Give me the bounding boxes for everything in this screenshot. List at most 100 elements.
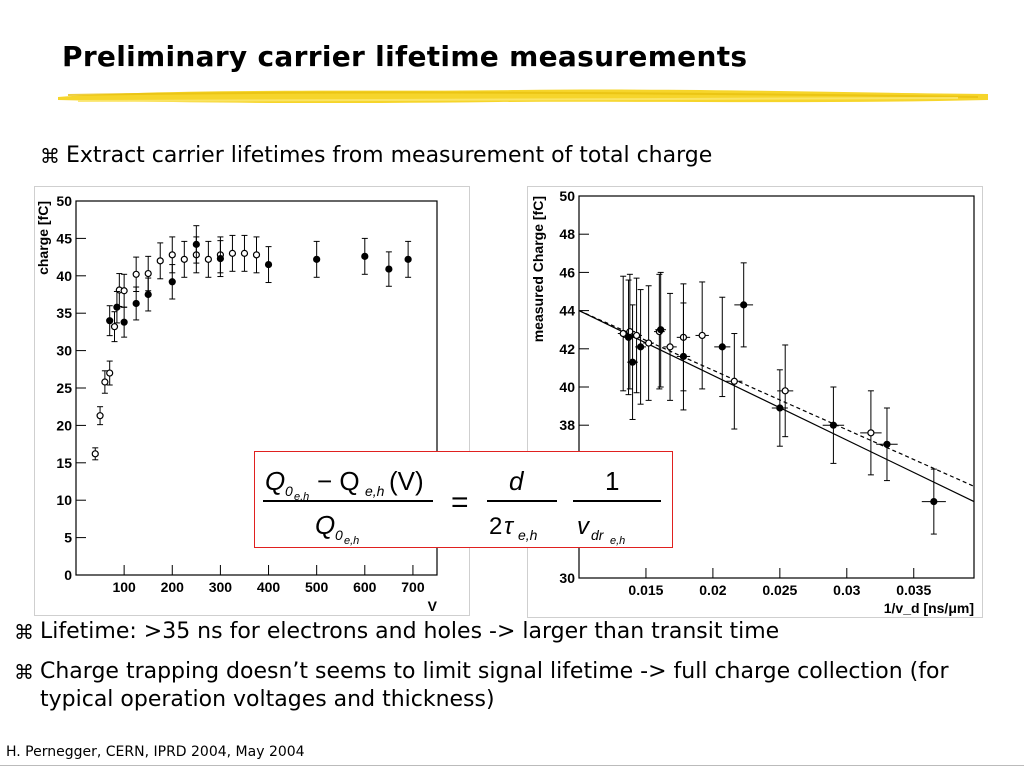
data-point-filled: [385, 265, 393, 273]
data-point-filled: [168, 278, 176, 286]
plot-canvas: [527, 186, 983, 618]
x-tick-label: 600: [353, 579, 377, 595]
y-tick-label: 20: [56, 417, 72, 433]
x-tick-label: 300: [209, 579, 233, 595]
data-point-filled: [361, 252, 369, 260]
bullet-text: Lifetime: >35 ns for electrons and holes…: [40, 619, 780, 644]
data-point-filled: [718, 343, 726, 351]
data-point-filled: [144, 290, 152, 299]
data-point-filled: [404, 255, 412, 263]
fit-line-dashed: [578, 310, 975, 487]
data-point-open: [106, 369, 114, 377]
bullet-trapping: ⌘ Charge trapping doesn’t seems to limit…: [14, 658, 974, 714]
data-point-open: [156, 257, 164, 265]
y-tick-label: 44: [559, 303, 575, 319]
svg-text:e,h: e,h: [365, 483, 385, 499]
x-tick-label: 400: [257, 579, 281, 595]
y-tick-label: 48: [559, 226, 575, 242]
data-point-filled: [313, 255, 321, 263]
slide-title: Preliminary carrier lifetime measurement…: [62, 40, 748, 73]
plot-canvas: [34, 186, 470, 616]
data-point-open: [867, 429, 875, 437]
x-tick-label: 100: [112, 579, 136, 595]
data-point-filled: [120, 318, 128, 326]
y-axis-title: measured Charge [fC]: [530, 196, 546, 342]
svg-text:Q: Q: [315, 510, 335, 540]
data-point-open: [781, 387, 789, 395]
data-point-filled: [657, 326, 665, 334]
data-point-open: [730, 377, 738, 385]
bullet-lifetime: ⌘ Lifetime: >35 ns for electrons and hol…: [14, 618, 779, 646]
y-tick-label: 30: [56, 343, 72, 359]
formula-box: Q 0 e,h − Q e,h (V) Q 0 e,h = d 2 τ e,h …: [254, 451, 673, 548]
svg-text:− Q: − Q: [317, 466, 360, 496]
data-point-open: [204, 255, 212, 263]
footer-citation: H. Pernegger, CERN, IPRD 2004, May 2004: [6, 744, 305, 760]
svg-text:τ: τ: [504, 513, 515, 540]
data-point-filled: [636, 343, 645, 351]
data-point-open: [626, 328, 634, 336]
data-point-open: [698, 331, 706, 340]
y-tick-label: 50: [559, 188, 575, 204]
data-point-open: [120, 287, 128, 295]
data-point-open: [180, 255, 188, 263]
command-bullet-icon: ⌘: [14, 660, 34, 684]
data-point-filled: [624, 333, 633, 341]
data-point-open: [144, 269, 152, 278]
data-point-filled: [216, 254, 224, 263]
data-point-open: [645, 339, 653, 347]
data-point-open: [110, 323, 119, 331]
x-tick-label: 0.03: [833, 582, 860, 598]
data-point-filled: [132, 299, 140, 308]
svg-text:d: d: [509, 466, 525, 496]
bullet-text: Charge trapping doesn’t seems to limit s…: [40, 659, 949, 712]
data-point-filled: [776, 404, 784, 412]
data-point-open: [91, 450, 99, 458]
title-highlight-stroke: [58, 89, 988, 104]
data-point-filled: [883, 440, 891, 448]
svg-text:=: =: [451, 486, 469, 519]
data-point-open: [252, 251, 261, 259]
data-point-filled: [930, 498, 938, 506]
x-tick-label: 500: [305, 579, 329, 595]
y-tick-label: 38: [559, 417, 575, 433]
svg-text:0: 0: [335, 527, 343, 543]
svg-text:(V): (V): [389, 466, 424, 496]
data-point-open: [101, 378, 109, 386]
y-tick-label: 40: [56, 268, 72, 284]
data-point-filled: [740, 301, 748, 309]
data-point-open: [168, 251, 176, 259]
y-tick-label: 10: [56, 492, 72, 508]
data-point-open: [632, 331, 641, 340]
data-point-filled: [679, 352, 688, 361]
plot-charge-vs-inverse-drift: 30323436384042444648500.0150.020.0250.03…: [527, 186, 983, 618]
y-tick-label: 25: [56, 380, 72, 396]
x-tick-label: 700: [401, 579, 425, 595]
fit-line-solid: [578, 310, 975, 503]
y-tick-label: 46: [559, 264, 575, 280]
svg-text:e,h: e,h: [518, 527, 538, 543]
data-point-open: [240, 249, 249, 257]
svg-text:1: 1: [605, 466, 619, 496]
footer-divider: [0, 765, 1024, 766]
data-point-filled: [106, 317, 114, 325]
x-tick-label: 200: [161, 579, 185, 595]
y-tick-label: 45: [56, 230, 72, 246]
x-axis-title: V: [428, 598, 438, 614]
x-tick-label: 0.015: [628, 582, 663, 598]
y-tick-label: 15: [56, 455, 72, 471]
data-point-open: [132, 270, 140, 278]
data-point-open: [666, 343, 674, 351]
x-tick-label: 0.025: [762, 582, 797, 598]
data-point-filled: [113, 303, 121, 311]
data-point-open: [96, 412, 104, 420]
svg-text:0: 0: [285, 483, 293, 499]
lifetime-formula: Q 0 e,h − Q e,h (V) Q 0 e,h = d 2 τ e,h …: [263, 466, 661, 547]
svg-text:v: v: [577, 513, 591, 540]
y-tick-label: 50: [56, 193, 72, 209]
x-tick-label: 0.02: [699, 582, 726, 598]
x-axis-title: 1/v_d [ns/μm]: [884, 600, 974, 616]
bullet-top: ⌘ Extract carrier lifetimes from measure…: [40, 142, 712, 170]
data-point-filled: [829, 421, 838, 429]
data-point-filled: [628, 358, 637, 366]
